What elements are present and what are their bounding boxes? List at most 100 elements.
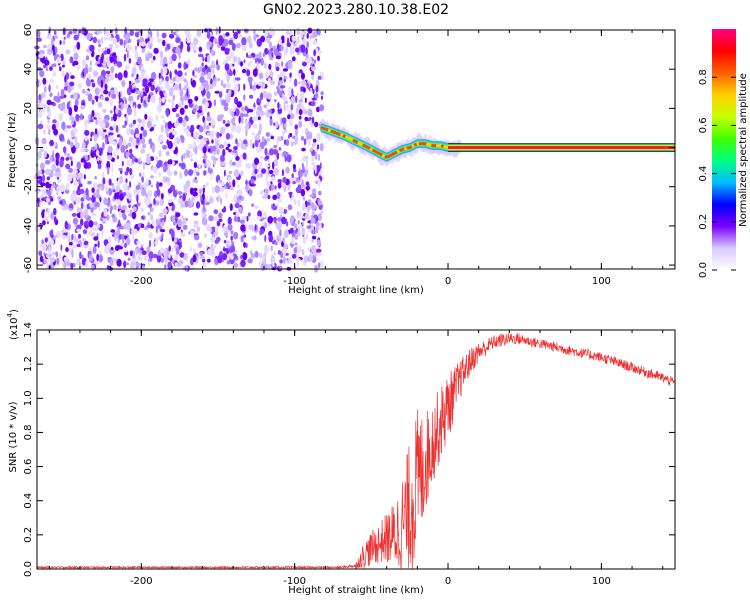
noise-speckle — [146, 178, 149, 186]
noise-speckle — [141, 176, 144, 183]
noise-speckle — [66, 125, 72, 129]
noise-speckle — [101, 96, 104, 101]
noise-speckle — [71, 233, 74, 240]
noise-speckle — [135, 133, 139, 138]
snr-panel: -200 -100 0 100 0.0 0.2 0.4 0.6 0.8 1.0 1.2 1.4 He… — [6, 309, 676, 596]
noise-speckle — [75, 113, 80, 122]
noise-speckle — [160, 124, 164, 133]
noise-speckle — [74, 142, 80, 149]
noise-speckle — [318, 190, 322, 196]
noise-speckle — [107, 166, 110, 175]
noise-speckle — [205, 125, 210, 130]
noise-speckle — [191, 79, 197, 88]
y-tick-label: 1.4 — [23, 322, 34, 338]
noise-speckle — [118, 219, 121, 225]
noise-speckle — [291, 173, 295, 179]
noise-speckle — [298, 99, 303, 103]
noise-speckle — [314, 152, 318, 160]
noise-speckle — [97, 48, 103, 53]
noise-speckle — [92, 221, 98, 226]
noise-speckle — [102, 60, 108, 68]
noise-speckle — [241, 37, 247, 46]
noise-speckle — [134, 90, 140, 95]
noise-speckle — [158, 171, 162, 177]
noise-speckle — [105, 136, 108, 145]
noise-speckle — [177, 70, 183, 77]
noise-speckle — [240, 61, 244, 67]
noise-speckle — [296, 245, 302, 253]
noise-speckle — [208, 197, 214, 204]
noise-speckle — [40, 92, 46, 99]
noise-speckle — [76, 243, 81, 248]
noise-speckle — [171, 160, 175, 166]
y-tick-label: 0.0 — [23, 561, 34, 577]
noise-speckle — [126, 208, 129, 214]
noise-speckle — [283, 248, 287, 256]
noise-speckle — [155, 218, 160, 226]
noise-speckle — [252, 143, 255, 149]
noise-speckle — [317, 178, 321, 187]
noise-speckle — [39, 244, 43, 248]
noise-speckle — [80, 218, 84, 226]
colorbar-ticks: 0.0 0.2 0.4 0.6 0.8 — [698, 69, 736, 278]
noise-speckle — [68, 107, 73, 116]
noise-speckle — [91, 212, 97, 217]
noise-speckle — [80, 148, 85, 153]
noise-speckle — [318, 262, 321, 269]
noise-speckle — [228, 170, 233, 175]
noise-speckle — [206, 91, 211, 100]
noise-speckle — [199, 76, 205, 83]
noise-speckle — [93, 136, 98, 142]
noise-speckle — [306, 57, 313, 65]
noise-speckle — [108, 178, 112, 186]
noise-speckle — [210, 119, 216, 126]
ridge-core-dot — [428, 143, 432, 147]
noise-speckle — [258, 82, 262, 86]
noise-speckle — [156, 181, 160, 190]
noise-speckle — [169, 70, 172, 80]
noise-speckle — [284, 123, 288, 128]
colorbar-tick-label: 0.0 — [698, 262, 709, 278]
noise-speckle — [158, 134, 164, 143]
noise-speckle — [97, 39, 101, 44]
noise-speckle — [106, 160, 111, 170]
ridge-core-dot — [401, 147, 405, 151]
noise-speckle — [181, 217, 184, 222]
noise-speckle — [271, 176, 276, 183]
noise-speckle — [202, 56, 205, 62]
noise-speckle — [120, 209, 126, 213]
noise-speckle — [293, 199, 297, 205]
noise-speckle — [126, 52, 129, 58]
noise-speckle — [167, 121, 173, 130]
noise-speckle — [311, 116, 315, 124]
noise-speckle — [309, 194, 314, 198]
noise-speckle — [260, 190, 264, 195]
noise-speckle — [223, 240, 227, 244]
noise-speckle — [206, 54, 211, 64]
noise-speckle — [206, 116, 212, 122]
noise-speckle — [286, 103, 289, 112]
noise-speckle — [315, 225, 319, 233]
noise-speckle — [100, 121, 106, 129]
noise-speckle — [107, 145, 113, 154]
noise-speckle — [302, 236, 307, 244]
noise-speckle — [187, 169, 194, 176]
noise-speckle — [112, 123, 117, 129]
noise-speckle — [220, 161, 226, 167]
noise-speckle — [299, 82, 303, 87]
noise-speckle — [67, 173, 73, 182]
ridge-core-dot — [421, 142, 425, 146]
noise-speckle — [121, 80, 126, 88]
noise-speckle — [273, 158, 279, 167]
noise-speckle — [41, 210, 45, 219]
noise-speckle — [304, 97, 307, 104]
noise-speckle — [198, 105, 203, 111]
noise-speckle — [134, 53, 139, 59]
noise-speckle — [145, 56, 150, 62]
noise-speckle — [65, 163, 71, 170]
y-tick-label: 0.6 — [23, 459, 34, 475]
noise-speckle — [278, 206, 284, 215]
noise-speckle — [250, 178, 255, 184]
noise-speckle — [207, 71, 212, 80]
noise-speckle — [229, 181, 232, 186]
